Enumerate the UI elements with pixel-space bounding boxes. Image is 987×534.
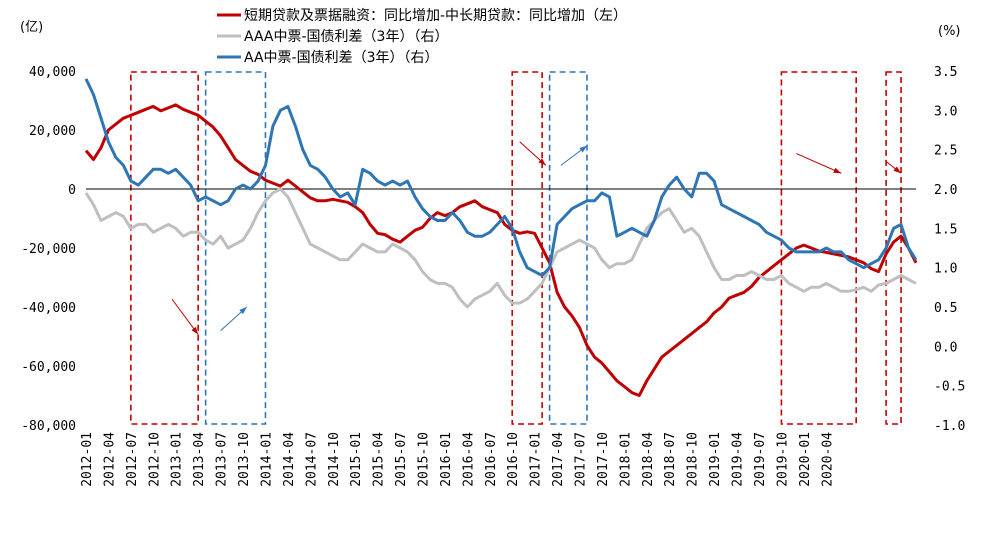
x-tick-label: 2018-07 <box>663 432 678 487</box>
trend-arrow-head-1 <box>191 326 199 335</box>
highlight-box-3 <box>511 71 543 425</box>
x-tick-label: 2017-01 <box>529 432 544 487</box>
right-unit: (%) <box>938 24 961 39</box>
series-line-2 <box>84 187 917 309</box>
x-tick-label: 2017-10 <box>596 432 611 487</box>
arrow-layer <box>171 141 902 335</box>
right-tick-label: 2.5 <box>934 144 957 159</box>
x-tick-label: 2013-10 <box>237 432 252 487</box>
x-tick-label: 2017-04 <box>551 432 566 487</box>
left-unit: (亿) <box>20 20 43 35</box>
left-tick-label: -20,000 <box>21 242 76 257</box>
trend-arrow-5 <box>796 153 842 174</box>
x-tick-label: 2016-10 <box>506 432 521 487</box>
x-tick-label: 2019-07 <box>753 432 768 487</box>
x-tick-label: 2016-04 <box>461 432 476 487</box>
trend-arrow-head-2 <box>239 307 247 315</box>
left-tick-label: 20,000 <box>29 124 76 139</box>
x-tick-label: 2016-01 <box>439 432 454 487</box>
highlight-box-2 <box>204 71 267 425</box>
x-tick-label: 2014-07 <box>304 432 319 487</box>
left-tick-label: 40,000 <box>29 65 76 80</box>
legend-label-3: AA中票-国债利差（3年）（右） <box>244 50 439 66</box>
legend-label-2: AAA中票-国债利差（3年）（右） <box>244 29 448 45</box>
x-tick-label: 2014-01 <box>259 432 274 487</box>
trend-arrow-head-6 <box>893 166 902 174</box>
x-tick-label: 2012-07 <box>125 432 140 487</box>
left-tick-label: 0 <box>68 183 76 198</box>
trend-arrow-head-5 <box>833 167 842 174</box>
x-tick-label: 2013-01 <box>170 432 185 487</box>
highlight-box-6 <box>885 71 902 425</box>
x-tick-label: 2019-10 <box>775 432 790 487</box>
x-tick-label: 2020-04 <box>820 432 835 487</box>
x-tick-label: 2018-10 <box>686 432 701 487</box>
legend-label-1: 短期贷款及票据融资：同比增加-中长期贷款：同比增加（左） <box>244 8 627 24</box>
right-tick-label: 1.5 <box>934 222 957 237</box>
x-tick-label: 2019-04 <box>731 432 746 487</box>
x-tick-label: 2015-01 <box>349 432 364 487</box>
trend-arrow-head-3 <box>538 158 546 166</box>
legend: 短期贷款及票据融资：同比增加-中长期贷款：同比增加（左） AAA中票-国债利差（3… <box>217 8 627 66</box>
x-tick-label: 2018-01 <box>618 432 633 487</box>
x-tick-label: 2015-04 <box>372 432 387 487</box>
x-tick-label: 2012-04 <box>102 432 117 487</box>
left-tick-label: -60,000 <box>21 360 76 375</box>
right-tick-label: -0.5 <box>934 380 965 395</box>
right-tick-label: 1.0 <box>934 262 957 277</box>
x-tick-label: 2013-07 <box>215 432 230 487</box>
x-tick-label: 2012-01 <box>80 432 95 487</box>
series-layer <box>84 78 918 397</box>
x-tick-label: 2018-04 <box>641 432 656 487</box>
right-tick-label: 0.0 <box>934 340 957 355</box>
right-tick-label: 2.0 <box>934 183 957 198</box>
x-tick-label: 2013-04 <box>192 432 207 487</box>
x-tick-label: 2014-10 <box>327 432 342 487</box>
x-tick-label: 2014-04 <box>282 432 297 487</box>
x-tick-label: 2017-07 <box>574 432 589 487</box>
x-tick-label: 2015-10 <box>416 432 431 487</box>
left-tick-label: -80,000 <box>21 419 76 434</box>
highlight-box-1 <box>130 71 199 425</box>
x-tick-label: 2015-07 <box>394 432 409 487</box>
right-tick-label: 3.0 <box>934 104 957 119</box>
trend-arrow-head-4 <box>579 145 587 153</box>
x-tick-label: 2016-07 <box>484 432 499 487</box>
box-layer <box>130 71 902 425</box>
highlight-box-5 <box>780 71 857 425</box>
right-tick-label: 0.5 <box>934 301 957 316</box>
left-tick-label: -40,000 <box>21 301 76 316</box>
axis-layer: 40,000 20,000 0 -20,000 -40,000 -60,000 -80,00… <box>21 65 965 487</box>
highlight-box-4 <box>548 71 588 425</box>
x-tick-label: 2020-01 <box>798 432 813 487</box>
x-tick-label: 2019-01 <box>708 432 723 487</box>
right-tick-label: 3.5 <box>934 65 957 80</box>
x-tick-label: 2012-10 <box>147 432 162 487</box>
series-line-3 <box>84 78 918 277</box>
right-tick-label: -1.0 <box>934 419 965 434</box>
